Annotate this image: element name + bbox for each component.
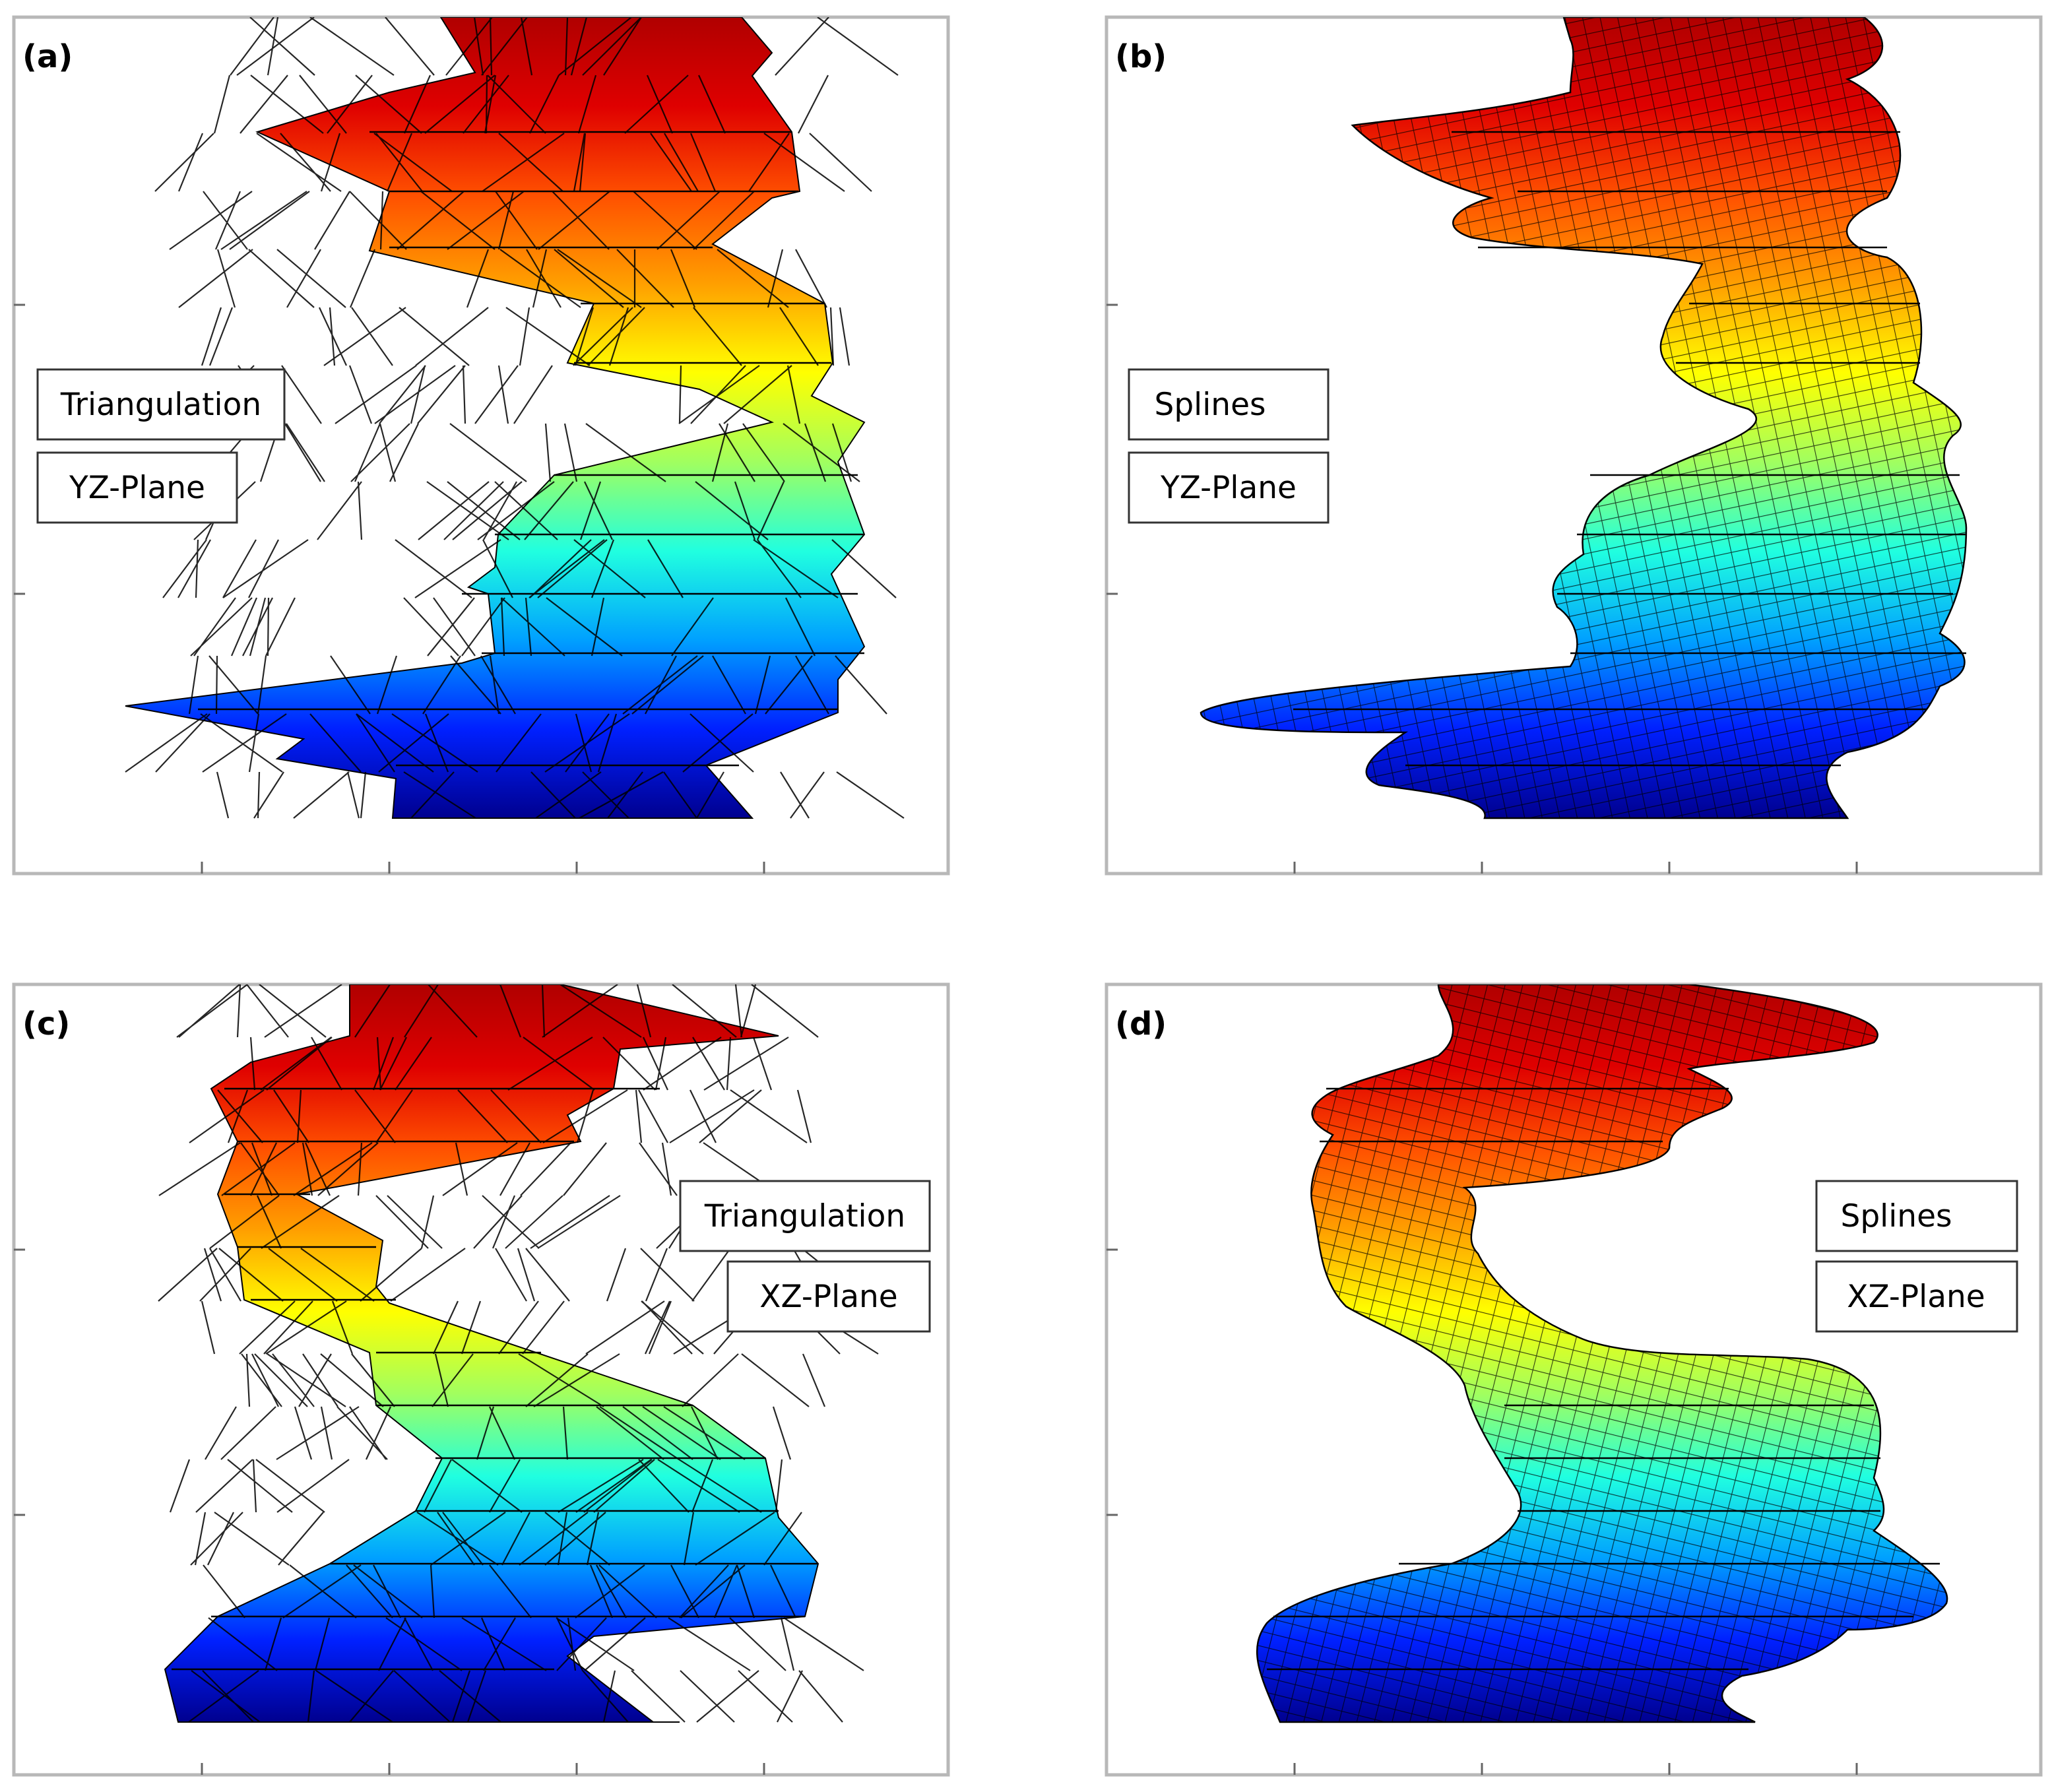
panel-a-method-text: Triangulation	[60, 387, 261, 423]
panel-c-plane-text: XZ-Plane	[759, 1279, 897, 1315]
panel-d-yticks	[1106, 1248, 1118, 1516]
panel-a-xticks	[201, 862, 765, 874]
panel-c-method-text: Triangulation	[704, 1198, 905, 1234]
panel-b-bands	[1293, 131, 1966, 767]
panel-b: (b) Splines YZ-Plane	[1105, 15, 2043, 876]
panel-d-method-text: Splines	[1841, 1198, 1952, 1234]
panel-d-plane-box	[1815, 1260, 2018, 1333]
panel-a: (a) Triangulation YZ-Plane	[12, 15, 950, 876]
panel-d: (d) Splines XZ-Plane	[1105, 982, 2043, 1777]
panel-b-yticks	[1106, 304, 1118, 595]
panel-c-xticks	[201, 1763, 765, 1775]
panel-c-bands	[172, 1087, 818, 1671]
panel-b-plane-text: YZ-Plane	[1160, 470, 1297, 506]
panel-b-method-box	[1128, 368, 1330, 441]
panel-c-method-box	[679, 1180, 931, 1252]
panel-a-yticks	[14, 304, 25, 595]
panel-b-xticks	[1293, 862, 1858, 874]
panel-c-label: (c)	[22, 1006, 70, 1042]
panel-a-label: (a)	[22, 38, 73, 75]
panel-a-plane-text: YZ-Plane	[69, 470, 205, 506]
panel-a-method-box	[36, 368, 286, 441]
panel-b-method-text: Splines	[1155, 387, 1266, 423]
panel-d-label: (d)	[1115, 1006, 1167, 1042]
panel-d-plane-text: XZ-Plane	[1847, 1279, 1985, 1315]
panel-d-xticks	[1293, 1763, 1858, 1775]
panel-d-bands	[1267, 1087, 1940, 1671]
panel-a-bands	[198, 131, 864, 767]
panel-c-plane-box	[726, 1260, 931, 1333]
panel-a-plane-box	[36, 451, 238, 524]
panel-b-label: (b)	[1115, 38, 1167, 75]
panel-c: (c) Triangulation XZ-Plane	[12, 982, 950, 1777]
panel-c-yticks	[14, 1248, 25, 1516]
panel-b-mesh	[1201, 17, 1966, 818]
panel-d-method-box	[1815, 1180, 2018, 1252]
panel-b-plane-box	[1128, 451, 1330, 524]
panel-a-mesh	[125, 17, 905, 819]
panel-d-mesh	[1257, 984, 1948, 1722]
